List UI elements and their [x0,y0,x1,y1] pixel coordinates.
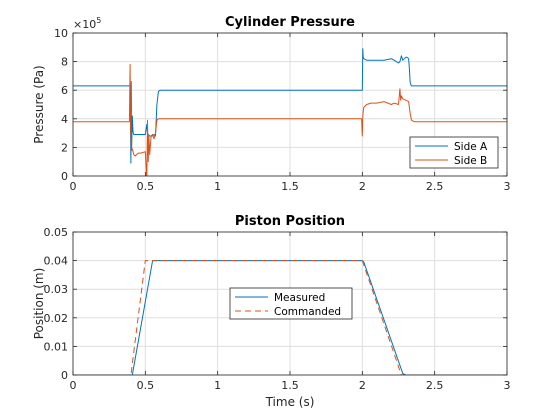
position-title: Piston Position [235,214,345,229]
position-legend: Measured Commanded [229,287,353,320]
x-tick-label: 3 [504,180,511,193]
y-tick-label: 0.04 [44,255,69,268]
y-tick-label: 0.03 [44,283,69,296]
x-tick-label: 1.5 [281,180,299,193]
legend-label-commanded: Commanded [274,306,341,318]
pressure-y-exponent-power: 5 [96,16,101,25]
position-y-axis-label: Position (m) [32,268,46,340]
legend-label-side-a: Side A [454,141,488,153]
pressure-y-axis-label: Pressure (Pa) [32,65,46,143]
legend-label-side-b: Side B [454,155,487,167]
legend-label-measured: Measured [274,292,325,304]
pressure-y-exponent: ×105 [73,16,101,31]
y-tick-label: 0 [61,369,68,382]
x-tick-label: 1 [214,379,221,392]
pressure-series-side-a [73,48,507,164]
x-tick-label: 1.5 [281,379,299,392]
x-tick-label: 2.5 [426,180,444,193]
y-tick-label: 2 [61,141,68,154]
x-tick-label: 0 [70,180,77,193]
position-series-commanded [73,260,507,375]
x-tick-label: 2.5 [426,379,444,392]
pressure-series-side-b [73,64,507,176]
pressure-plot: Cylinder Pressure Pressure (Pa) ×105 0 0.… [32,15,511,193]
x-tick-label: 1 [214,180,221,193]
pressure-y-exponent-base: ×10 [73,18,96,31]
pressure-title: Cylinder Pressure [225,15,355,30]
x-tick-label: 0.5 [137,379,155,392]
x-tick-label: 0 [70,379,77,392]
y-tick-label: 0 [61,170,68,183]
y-tick-label: 8 [61,56,68,69]
y-tick-label: 10 [54,27,68,40]
x-tick-label: 2 [359,180,366,193]
x-tick-label: 0.5 [137,180,155,193]
y-tick-label: 0.02 [44,312,69,325]
y-tick-label: 4 [61,113,68,126]
x-tick-label: 3 [504,379,511,392]
position-x-axis-label: Time (s) [265,395,315,409]
y-tick-label: 0.01 [44,340,69,353]
pressure-legend: Side A Side B [409,136,499,169]
y-tick-label: 6 [61,84,68,97]
x-tick-label: 2 [359,379,366,392]
y-tick-label: 0.05 [44,226,69,239]
